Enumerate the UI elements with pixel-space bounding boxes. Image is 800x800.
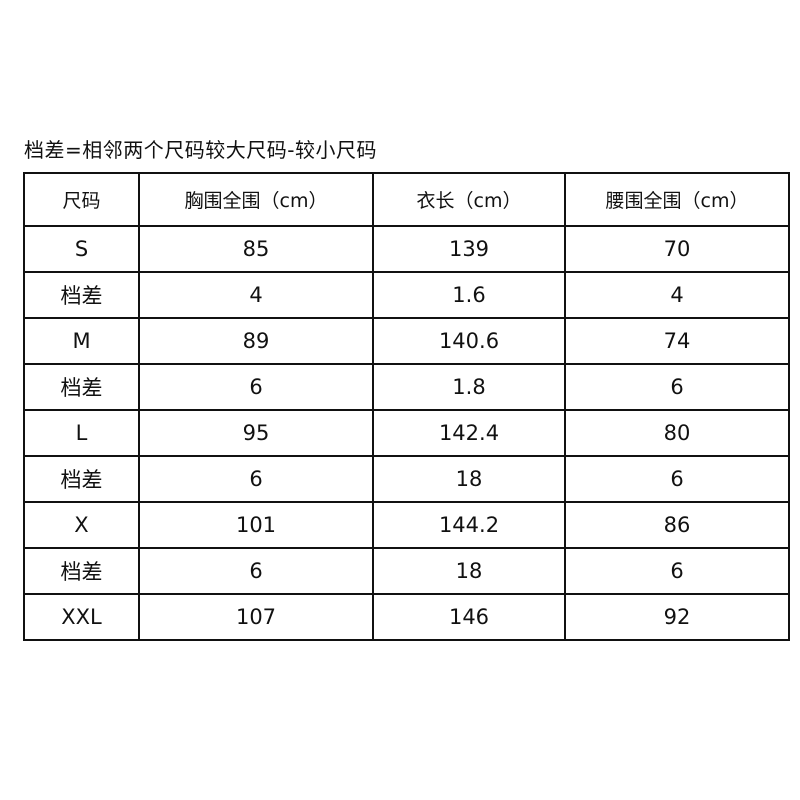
- table-row: L 95 142.4 80: [23, 409, 790, 457]
- cell-waist: 92: [564, 593, 790, 641]
- table-row: S 85 139 70: [23, 225, 790, 273]
- cell-chest: 6: [138, 363, 374, 411]
- table-row: 档差 6 18 6: [23, 455, 790, 503]
- cell-size: L: [23, 409, 140, 457]
- cell-length: 1.6: [372, 271, 566, 319]
- header-chest: 胸围全围（cm）: [138, 172, 374, 227]
- cell-chest: 6: [138, 547, 374, 595]
- table-row: X 101 144.2 86: [23, 501, 790, 549]
- cell-size: 档差: [23, 271, 140, 319]
- header-waist: 腰围全围（cm）: [564, 172, 790, 227]
- cell-length: 140.6: [372, 317, 566, 365]
- cell-waist: 86: [564, 501, 790, 549]
- cell-chest: 85: [138, 225, 374, 273]
- cell-length: 146: [372, 593, 566, 641]
- cell-length: 1.8: [372, 363, 566, 411]
- size-chart-table: 尺码 胸围全围（cm） 衣长（cm） 腰围全围（cm） S 85 139 70 档差 4 1…: [23, 172, 790, 641]
- header-row: 尺码 胸围全围（cm） 衣长（cm） 腰围全围（cm）: [23, 172, 790, 227]
- cell-chest: 101: [138, 501, 374, 549]
- cell-length: 18: [372, 547, 566, 595]
- cell-chest: 107: [138, 593, 374, 641]
- table-row: 档差 6 1.8 6: [23, 363, 790, 411]
- cell-chest: 95: [138, 409, 374, 457]
- cell-length: 139: [372, 225, 566, 273]
- cell-size: X: [23, 501, 140, 549]
- cell-length: 18: [372, 455, 566, 503]
- header-size: 尺码: [23, 172, 140, 227]
- cell-waist: 70: [564, 225, 790, 273]
- table-row: 档差 4 1.6 4: [23, 271, 790, 319]
- cell-chest: 89: [138, 317, 374, 365]
- cell-size: M: [23, 317, 140, 365]
- cell-length: 142.4: [372, 409, 566, 457]
- table-row: M 89 140.6 74: [23, 317, 790, 365]
- size-difference-note: 档差=相邻两个尺码较大尺码-较小尺码: [24, 138, 377, 162]
- header-length: 衣长（cm）: [372, 172, 566, 227]
- table-row: XXL 107 146 92: [23, 593, 790, 641]
- cell-waist: 6: [564, 455, 790, 503]
- cell-chest: 4: [138, 271, 374, 319]
- cell-size: 档差: [23, 455, 140, 503]
- cell-waist: 80: [564, 409, 790, 457]
- cell-size: S: [23, 225, 140, 273]
- cell-size: 档差: [23, 547, 140, 595]
- cell-size: 档差: [23, 363, 140, 411]
- cell-waist: 74: [564, 317, 790, 365]
- cell-waist: 6: [564, 363, 790, 411]
- table-row: 档差 6 18 6: [23, 547, 790, 595]
- cell-length: 144.2: [372, 501, 566, 549]
- cell-chest: 6: [138, 455, 374, 503]
- cell-waist: 4: [564, 271, 790, 319]
- cell-waist: 6: [564, 547, 790, 595]
- cell-size: XXL: [23, 593, 140, 641]
